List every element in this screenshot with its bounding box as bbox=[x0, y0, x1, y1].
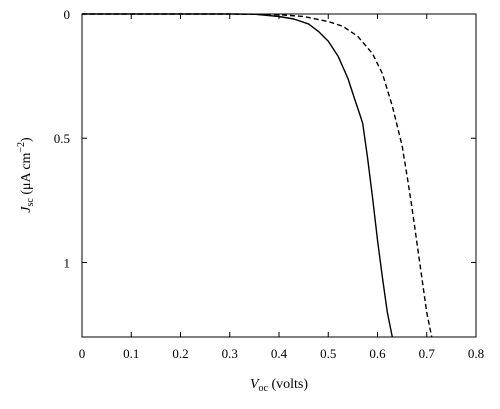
x-tick-label: 0.1 bbox=[123, 346, 139, 361]
x-tick-label: 0 bbox=[79, 346, 86, 361]
y-tick-label: 0 bbox=[64, 7, 71, 22]
x-tick-label: 0.6 bbox=[369, 346, 386, 361]
x-tick-label: 0.2 bbox=[172, 346, 188, 361]
series-line-solid bbox=[82, 13, 393, 338]
x-tick-label: 0.4 bbox=[271, 346, 288, 361]
y-axis-ticks: 00.51 bbox=[54, 7, 476, 270]
y-tick-label: 0.5 bbox=[54, 131, 70, 146]
x-tick-label: 0.7 bbox=[419, 346, 436, 361]
x-tick-label: 0.8 bbox=[468, 346, 484, 361]
x-axis-label: Voc (volts) bbox=[250, 377, 308, 394]
series-layer bbox=[82, 13, 433, 338]
x-tick-label: 0.3 bbox=[222, 346, 238, 361]
y-axis-label: Jsc (μA cm−2) bbox=[16, 137, 36, 213]
x-tick-label: 0.5 bbox=[320, 346, 336, 361]
plot-frame bbox=[81, 13, 477, 338]
y-tick-label: 1 bbox=[64, 255, 71, 270]
series-line-dashed bbox=[82, 13, 433, 338]
x-axis-ticks: 0 0.1 0.2 0.3 0.4 0.5 0.6 0.7 0.8 bbox=[79, 14, 484, 361]
